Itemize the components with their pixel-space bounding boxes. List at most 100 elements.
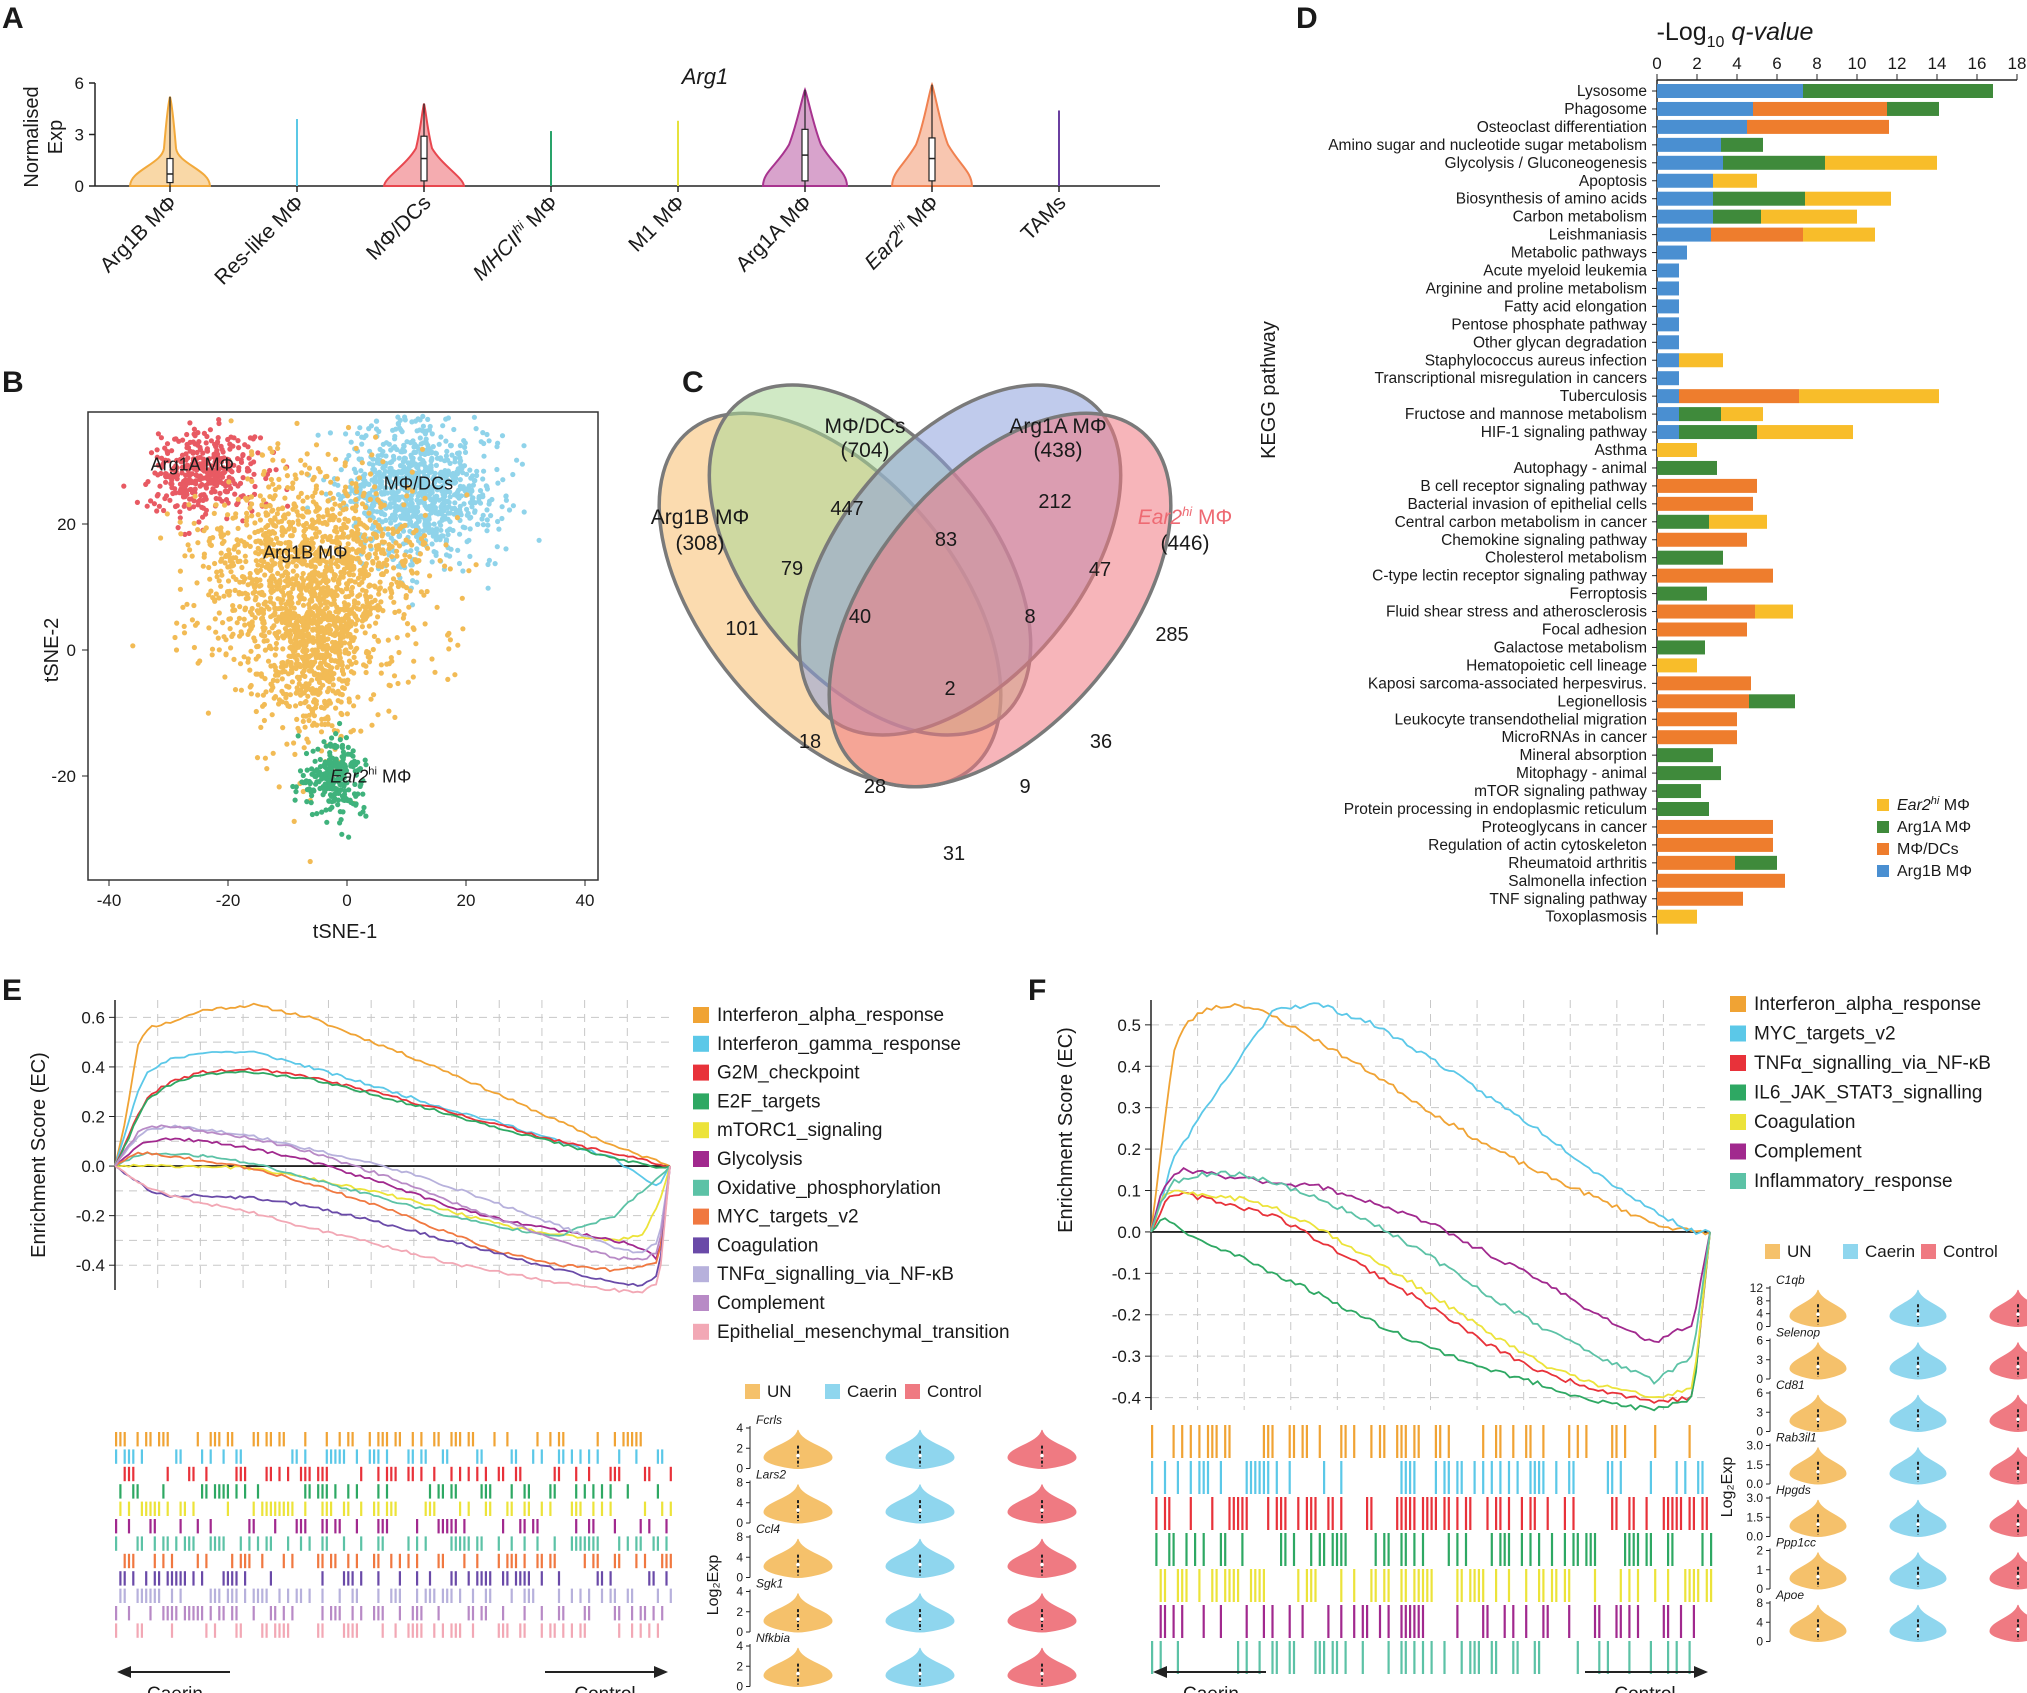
- scatter-point: [288, 639, 294, 645]
- scatter-point: [311, 576, 318, 582]
- scatter-point: [410, 523, 416, 529]
- barcode-tick: [179, 1519, 182, 1534]
- barcode-tick: [252, 1432, 255, 1447]
- barcode-tick: [575, 1536, 578, 1551]
- barcode-tick: [1701, 1533, 1704, 1566]
- panel-a-xlabel: Ear2hi MΦ: [859, 190, 944, 275]
- scatter-point: [303, 587, 309, 593]
- barcode-tick: [381, 1432, 384, 1447]
- scatter-point: [312, 705, 319, 711]
- scatter-point: [378, 504, 384, 510]
- panel-b-cluster-label: Arg1B MΦ: [263, 543, 347, 563]
- barcode-tick: [1344, 1533, 1347, 1566]
- scatter-point: [443, 490, 449, 496]
- scatter-point: [323, 668, 329, 674]
- scatter-point: [343, 735, 349, 741]
- scatter-point: [341, 570, 348, 576]
- kegg-pathway-label: B cell receptor signaling pathway: [1420, 478, 1647, 495]
- legend-swatch: [1877, 799, 1889, 811]
- panel-a-ylabel-line1: Normalised: [21, 86, 43, 187]
- barcode-tick: [1262, 1425, 1265, 1458]
- barcode-tick: [213, 1432, 217, 1447]
- scatter-point: [300, 615, 306, 621]
- violin-ylabel: Log₂Exp: [705, 1555, 722, 1616]
- gsea-ytick-label: 0.4: [1117, 1057, 1141, 1076]
- scatter-point: [357, 559, 363, 566]
- scatter-point: [342, 648, 348, 654]
- scatter-point: [396, 608, 402, 614]
- scatter-point: [239, 591, 245, 597]
- barcode-tick: [1675, 1497, 1678, 1530]
- scatter-point: [426, 427, 432, 433]
- scatter-point: [429, 656, 435, 662]
- kegg-bar-segment: [1679, 389, 1799, 404]
- scatter-point: [311, 616, 317, 622]
- scatter-point: [478, 439, 484, 445]
- barcode-tick: [579, 1536, 582, 1551]
- scatter-point: [203, 496, 209, 502]
- kegg-bar-segment: [1657, 640, 1705, 655]
- scatter-point: [287, 590, 293, 596]
- violin-gene-name: Nfkbia: [756, 1631, 790, 1645]
- barcode-tick: [390, 1553, 393, 1569]
- scatter-point: [223, 553, 229, 560]
- barcode-tick: [166, 1432, 169, 1447]
- scatter-point: [186, 502, 192, 508]
- scatter-point: [274, 618, 280, 624]
- legend-label: Oxidative_phosphorylation: [717, 1178, 941, 1199]
- scatter-point: [454, 515, 460, 521]
- barcode-tick: [588, 1588, 591, 1603]
- barcode-tick: [381, 1536, 384, 1551]
- scatter-point: [390, 427, 396, 433]
- scatter-point: [396, 572, 402, 578]
- barcode-tick: [514, 1571, 518, 1586]
- scatter-point: [184, 431, 190, 438]
- barcode-tick: [618, 1466, 621, 1482]
- scatter-point: [320, 534, 326, 540]
- scatter-point: [288, 533, 294, 539]
- scatter-point: [363, 813, 369, 819]
- barcode-tick: [476, 1466, 479, 1482]
- scatter-point: [270, 588, 277, 594]
- scatter-point: [327, 806, 333, 812]
- scatter-point: [265, 658, 272, 664]
- scatter-point: [391, 673, 398, 679]
- barcode-tick: [618, 1623, 621, 1638]
- violin-gene-name: Ccl4: [756, 1522, 780, 1536]
- barcode-tick: [618, 1606, 621, 1621]
- panel-d-ylabel: KEGG pathway: [1258, 321, 1280, 459]
- scatter-point: [361, 435, 367, 441]
- barcode-tick: [609, 1588, 612, 1603]
- venn-region-count: 101: [725, 618, 758, 640]
- scatter-point: [401, 456, 408, 462]
- scatter-point: [404, 480, 410, 486]
- barcode-tick: [635, 1553, 638, 1569]
- barcode-tick: [514, 1449, 518, 1464]
- barcode-tick: [575, 1466, 578, 1482]
- kegg-bar-segment: [1657, 389, 1679, 404]
- scatter-point: [405, 632, 411, 638]
- scatter-point: [299, 470, 305, 476]
- kegg-bar-segment: [1757, 425, 1853, 440]
- scatter-point: [354, 538, 360, 544]
- barcode-tick: [1181, 1425, 1184, 1458]
- scatter-point: [344, 664, 351, 670]
- scatter-point: [271, 623, 277, 629]
- panel-c-venn: Arg1B MΦ(308)MΦ/DCs(704)Arg1A MΦ(438)Ear…: [651, 383, 1232, 865]
- gsea-barcode-coagulation: [119, 1571, 668, 1586]
- barcode-tick: [325, 1449, 328, 1464]
- barcode-tick: [514, 1553, 518, 1569]
- scatter-point: [252, 520, 258, 526]
- scatter-point: [325, 451, 331, 457]
- barcode-tick: [1692, 1605, 1695, 1638]
- barcode-tick: [321, 1536, 324, 1551]
- barcode-tick: [1495, 1425, 1498, 1458]
- scatter-point: [318, 771, 324, 777]
- barcode-tick: [170, 1588, 174, 1603]
- scatter-point: [324, 653, 330, 660]
- scatter-point: [261, 717, 267, 724]
- scatter-point: [273, 467, 279, 473]
- scatter-point: [355, 759, 361, 765]
- barcode-tick: [373, 1606, 376, 1621]
- barcode-tick: [304, 1432, 307, 1447]
